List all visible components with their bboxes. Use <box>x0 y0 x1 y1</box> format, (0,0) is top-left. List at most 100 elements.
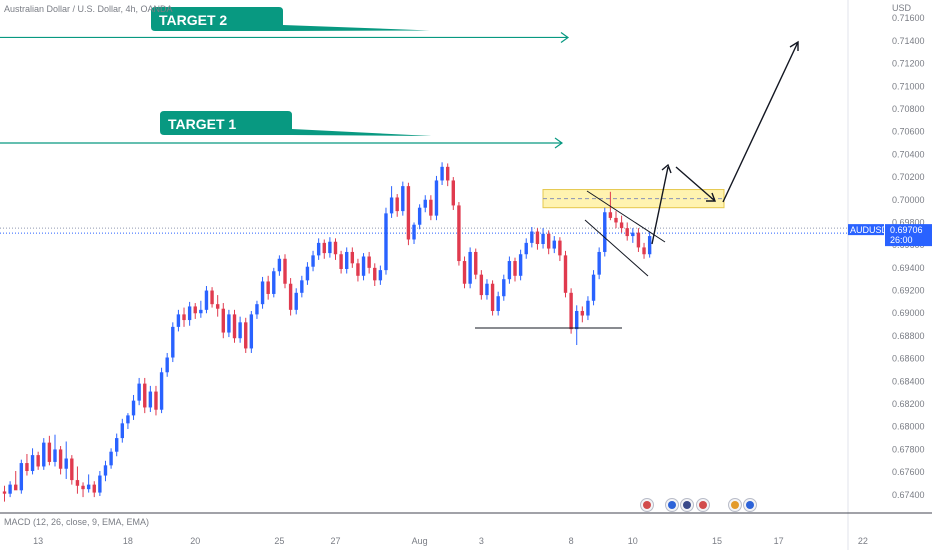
candle-body <box>417 207 422 225</box>
candle-body <box>518 254 523 276</box>
candle-body <box>462 261 467 284</box>
candle-body <box>345 251 349 269</box>
event-flag-icon[interactable] <box>665 498 679 512</box>
candle-body <box>36 455 40 467</box>
candle-body <box>115 438 119 452</box>
candle-body <box>412 224 416 240</box>
candle-body <box>176 314 181 327</box>
candle-body <box>619 222 624 229</box>
candle-body <box>350 251 355 264</box>
candle-body <box>58 449 63 469</box>
projection-arrowhead <box>789 40 799 51</box>
symbol-title: Australian Dollar / U.S. Dollar, 4h, OAN… <box>4 4 173 14</box>
price-tick-label: 0.67600 <box>892 467 925 477</box>
price-tick-label: 0.70000 <box>892 195 925 205</box>
candle-body <box>47 442 52 462</box>
event-flag-icon[interactable] <box>728 498 742 512</box>
macd-indicator-label[interactable]: MACD (12, 26, close, 9, EMA, EMA) <box>4 517 149 527</box>
target-arrowhead <box>554 137 564 149</box>
symbol-badge <box>848 224 884 236</box>
candle-body <box>154 391 158 410</box>
price-tick-label: 0.70600 <box>892 127 925 137</box>
candle-body <box>356 263 360 276</box>
candle-body <box>266 281 270 294</box>
candle-body <box>182 314 186 321</box>
time-tick-label: 13 <box>33 536 43 546</box>
event-flag-dot <box>668 501 676 509</box>
candle-body <box>126 415 130 424</box>
candle-body <box>86 484 91 490</box>
candle-body <box>451 180 455 206</box>
candle-body <box>70 458 74 481</box>
price-tick-label: 0.68000 <box>892 422 925 432</box>
price-tick-label: 0.67800 <box>892 444 925 454</box>
event-flag-icon[interactable] <box>640 498 654 512</box>
event-flag-icon[interactable] <box>680 498 694 512</box>
candle-body <box>8 484 12 494</box>
time-axis[interactable]: 13 18 20 25 27 Aug 3 8 10 15 17 22 <box>33 536 868 546</box>
price-tick-label: 0.71200 <box>892 59 925 69</box>
candle-body <box>131 400 136 416</box>
candle-body <box>92 484 96 493</box>
price-tick-label: 0.68800 <box>892 331 925 341</box>
price-tick-label: 0.69000 <box>892 308 925 318</box>
candle-body <box>401 186 405 212</box>
candle-body <box>53 449 57 462</box>
candle-body <box>311 255 315 267</box>
candle-body <box>81 485 85 490</box>
price-tick-label: 0.69200 <box>892 286 925 296</box>
candle-body <box>580 310 585 316</box>
candle-body <box>468 251 472 284</box>
candle-body <box>597 251 601 275</box>
target-callout <box>151 7 430 31</box>
event-flag-icon[interactable] <box>696 498 710 512</box>
candle-body <box>316 242 321 256</box>
candle-body <box>507 261 512 280</box>
candle-body <box>255 304 259 315</box>
candle-body <box>210 290 214 305</box>
event-flag-dot <box>643 501 651 509</box>
event-flag-icon[interactable] <box>743 498 757 512</box>
candle-body <box>2 491 7 494</box>
time-tick-label: 27 <box>330 536 340 546</box>
candle-body <box>143 383 147 408</box>
event-icons[interactable] <box>640 498 757 512</box>
candle-body <box>288 283 293 310</box>
candle-body <box>530 231 534 243</box>
event-flag-dot <box>683 501 691 509</box>
time-tick-label: 22 <box>858 536 868 546</box>
candle-body <box>215 304 220 309</box>
candle-body <box>591 274 596 301</box>
candle-body <box>535 231 540 245</box>
time-tick-label: Aug <box>412 536 428 546</box>
price-tick-label: 0.68600 <box>892 354 925 364</box>
channel-lower-line <box>584 219 649 277</box>
price-tick-label: 0.71400 <box>892 36 925 46</box>
candle-body <box>614 217 618 223</box>
target-arrowhead <box>560 31 570 43</box>
candle-body <box>244 322 248 349</box>
time-tick-label: 15 <box>712 536 722 546</box>
candle-body <box>148 391 153 408</box>
candle-body <box>378 270 383 281</box>
price-tick-label: 0.69800 <box>892 217 925 227</box>
candle-body <box>25 463 29 472</box>
time-tick-label: 3 <box>479 536 484 546</box>
candle-body <box>137 383 141 401</box>
time-tick-label: 10 <box>628 536 638 546</box>
price-badge-box <box>885 224 932 247</box>
time-tick-label: 20 <box>190 536 200 546</box>
annotations: TARGET 2 TARGET 1 <box>0 7 799 329</box>
candle-body <box>546 233 551 249</box>
symbol-badge-label: AUDUSD <box>850 225 889 235</box>
price-badge-value: 0.69706 <box>890 225 923 235</box>
candle-body <box>103 465 108 476</box>
projection-arrowhead <box>661 163 672 174</box>
candle-body <box>373 267 377 281</box>
candle-body <box>631 232 635 237</box>
candle-body <box>445 166 450 181</box>
price-tick-label: 0.70800 <box>892 104 925 114</box>
candle-body <box>496 296 500 311</box>
